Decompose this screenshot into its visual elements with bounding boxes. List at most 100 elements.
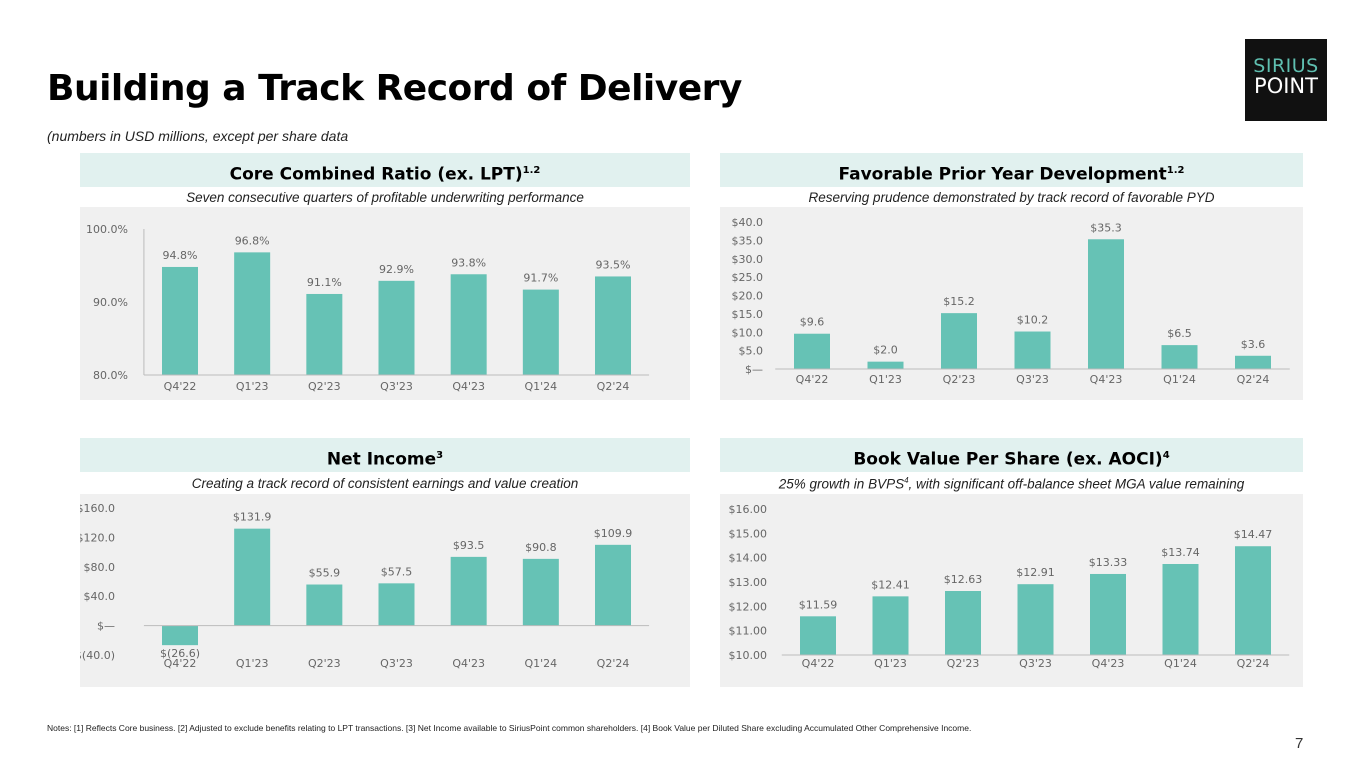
logo-line2: POINT xyxy=(1254,74,1318,98)
data-label: $131.9 xyxy=(233,511,272,524)
bar xyxy=(450,556,487,626)
data-label: 93.8% xyxy=(451,256,486,269)
data-label: 92.9% xyxy=(379,263,414,276)
x-tick-label: Q4'22 xyxy=(164,657,197,670)
chart-subtitle: Reserving prudence demonstrated by track… xyxy=(720,190,1303,205)
bar xyxy=(450,274,487,375)
y-tick-label: $25.0 xyxy=(732,271,764,284)
bar xyxy=(941,313,977,369)
x-tick-label: Q3'23 xyxy=(1019,657,1052,670)
x-tick-label: Q2'24 xyxy=(1237,657,1270,670)
data-label: $6.5 xyxy=(1167,327,1192,340)
data-label: $13.33 xyxy=(1089,556,1128,569)
y-tick-label: $35.0 xyxy=(732,234,764,247)
y-tick-label: $13.00 xyxy=(729,576,768,589)
x-tick-label: Q1'24 xyxy=(1164,657,1197,670)
y-tick-label: $15.00 xyxy=(729,527,768,540)
data-label: $10.2 xyxy=(1017,314,1049,327)
data-label: $14.47 xyxy=(1234,528,1273,541)
y-tick-label: $40.0 xyxy=(732,216,764,229)
data-label: $2.0 xyxy=(873,344,898,357)
bar-chart: 80.0% 90.0% 100.0% 94.8% Q4'22 96.8% Q1'23 91.1… xyxy=(80,207,690,400)
bar xyxy=(872,596,909,655)
y-tick-label: $20.0 xyxy=(732,290,764,303)
footnote-ref: 3 xyxy=(436,450,444,461)
y-tick-label: $12.00 xyxy=(729,600,768,613)
bar xyxy=(800,616,836,655)
x-tick-label: Q4'23 xyxy=(1090,373,1123,386)
x-tick-label: Q3'23 xyxy=(380,380,413,393)
x-tick-label: Q4'23 xyxy=(452,657,485,670)
data-label: $9.6 xyxy=(800,316,825,329)
x-tick-label: Q1'24 xyxy=(524,380,557,393)
y-tick-label: 90.0% xyxy=(93,296,128,309)
data-label: $3.6 xyxy=(1241,338,1266,351)
bar xyxy=(1090,573,1126,655)
data-label: $12.63 xyxy=(944,573,983,586)
x-tick-label: Q1'24 xyxy=(1163,373,1196,386)
siriuspoint-logo: SIRIUS POINT xyxy=(1245,39,1327,121)
x-tick-label: Q1'23 xyxy=(236,380,269,393)
logo-line1: SIRIUS xyxy=(1253,55,1319,77)
x-tick-label: Q2'24 xyxy=(597,380,630,393)
x-tick-label: Q2'23 xyxy=(308,657,341,670)
y-tick-label: $15.0 xyxy=(732,308,764,321)
chart-svg: $(40.0)$—$40.0$80.0$120.0$160.0$(26.6)Q4… xyxy=(75,502,650,670)
bar xyxy=(378,583,415,626)
chart-subtitle: Seven consecutive quarters of profitable… xyxy=(80,190,690,205)
x-tick-label: Q2'23 xyxy=(947,657,980,670)
y-tick-label: 80.0% xyxy=(93,369,128,382)
x-tick-label: Q4'22 xyxy=(164,380,197,393)
y-tick-label: $80.0 xyxy=(84,561,116,574)
y-tick-label: $— xyxy=(745,363,763,376)
chart-title-text: Net Income xyxy=(326,449,437,470)
bar xyxy=(162,625,198,646)
page-subtitle: (numbers in USD millions, except per sha… xyxy=(47,128,349,144)
y-tick-label: $(40.0) xyxy=(80,649,115,662)
y-tick-label: $10.0 xyxy=(732,326,764,339)
bar-chart: $(40.0)$—$40.0$80.0$120.0$160.0$(26.6)Q4… xyxy=(75,494,690,687)
y-tick-label: $5.0 xyxy=(739,345,764,358)
y-tick-label: 100.0% xyxy=(86,223,128,236)
data-label: 91.1% xyxy=(307,276,342,289)
y-tick-label: $11.00 xyxy=(729,625,768,638)
chart-title: Book Value Per Share (ex. AOCI)4 xyxy=(720,438,1303,472)
bar xyxy=(1162,563,1199,655)
data-label: $15.2 xyxy=(943,295,975,308)
chart-svg: 80.0% 90.0% 100.0% 94.8% Q4'22 96.8% Q1'23 91.1… xyxy=(86,223,650,393)
y-tick-label: $30.0 xyxy=(732,253,764,266)
footnote-ref: 1.2 xyxy=(522,165,541,176)
bar xyxy=(378,280,415,375)
chart-subtitle-text: Creating a track record of consistent ea… xyxy=(191,476,579,491)
x-tick-label: Q2'23 xyxy=(943,373,976,386)
footnote-ref: 4 xyxy=(1162,450,1170,461)
chart-subtitle: 25% growth in BVPS4, with significant of… xyxy=(720,476,1303,492)
data-label: 91.7% xyxy=(523,272,558,285)
chart-title: Core Combined Ratio (ex. LPT)1.2 xyxy=(80,153,690,187)
x-tick-label: Q4'23 xyxy=(1092,657,1125,670)
x-tick-label: Q2'23 xyxy=(308,380,341,393)
x-tick-label: Q1'24 xyxy=(524,657,557,670)
y-tick-label: $— xyxy=(97,620,115,633)
data-label: $12.91 xyxy=(1016,566,1055,579)
data-label: $35.3 xyxy=(1090,221,1122,234)
y-tick-label: $14.00 xyxy=(729,552,768,565)
x-tick-label: Q4'23 xyxy=(452,380,485,393)
bar xyxy=(234,252,271,375)
bar xyxy=(162,266,198,375)
bar xyxy=(1014,331,1051,369)
footnote-ref: 1.2 xyxy=(1166,165,1185,176)
data-label: $93.5 xyxy=(453,539,485,552)
x-tick-label: Q3'23 xyxy=(380,657,413,670)
data-label: $55.9 xyxy=(309,567,341,580)
x-tick-label: Q3'23 xyxy=(1016,373,1049,386)
chart-subtitle-rest: , with significant off-balance sheet MGA… xyxy=(908,476,1245,492)
chart-subtitle-text: Reserving prudence demonstrated by track… xyxy=(808,190,1215,205)
data-label: 94.8% xyxy=(163,249,198,262)
page-title: Building a Track Record of Delivery xyxy=(47,68,742,109)
x-tick-label: Q2'24 xyxy=(1237,373,1270,386)
data-label: $12.41 xyxy=(871,578,910,591)
chart-title-text: Favorable Prior Year Development xyxy=(838,164,1167,185)
bar-chart: $— $5.0 $10.0 $15.0 $20.0 $25.0 $30.0 $35.0 $40.… xyxy=(720,207,1303,400)
bar xyxy=(867,361,904,369)
